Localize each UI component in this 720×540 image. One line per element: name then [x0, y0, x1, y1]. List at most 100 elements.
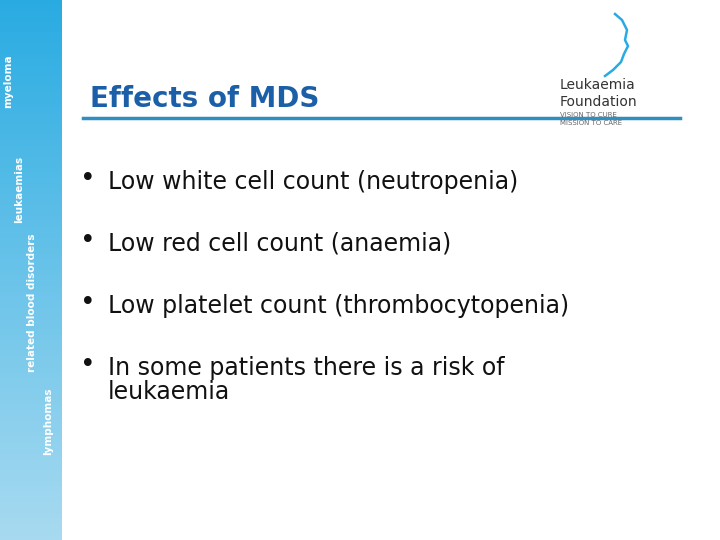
Bar — [0, 410, 62, 416]
Text: VISION TO CURE
MISSION TO CARE: VISION TO CURE MISSION TO CARE — [560, 112, 622, 126]
Bar — [0, 373, 62, 378]
Bar — [0, 529, 62, 535]
Bar — [0, 227, 62, 232]
Bar — [0, 54, 62, 59]
Bar — [0, 518, 62, 524]
Bar — [0, 535, 62, 540]
Bar — [0, 200, 62, 205]
Bar — [0, 265, 62, 270]
Text: •: • — [80, 353, 96, 379]
Bar — [0, 16, 62, 22]
Bar — [0, 43, 62, 49]
Bar — [0, 340, 62, 346]
Bar — [0, 394, 62, 400]
Bar — [0, 481, 62, 486]
Bar — [0, 167, 62, 173]
Bar — [0, 243, 62, 248]
Bar — [0, 346, 62, 351]
Bar — [0, 416, 62, 421]
Text: Low red cell count (anaemia): Low red cell count (anaemia) — [108, 232, 451, 256]
Bar — [0, 140, 62, 146]
Bar — [0, 486, 62, 491]
Bar — [0, 184, 62, 189]
Bar — [0, 38, 62, 43]
Text: lymphomas: lymphomas — [43, 388, 53, 455]
Bar — [0, 421, 62, 427]
Bar — [0, 135, 62, 140]
Bar — [0, 513, 62, 518]
Text: related blood disorders: related blood disorders — [27, 233, 37, 372]
Bar — [0, 491, 62, 497]
Bar — [0, 308, 62, 313]
Bar — [0, 367, 62, 373]
Bar — [0, 232, 62, 238]
Bar — [0, 86, 62, 92]
Bar — [0, 173, 62, 178]
Bar — [0, 502, 62, 508]
Text: •: • — [80, 228, 96, 254]
Bar — [0, 0, 62, 5]
Text: leukaemia: leukaemia — [108, 380, 230, 404]
Text: •: • — [80, 291, 96, 316]
Bar — [0, 259, 62, 265]
Bar — [0, 124, 62, 130]
Bar — [0, 329, 62, 335]
Text: Low platelet count (thrombocytopenia): Low platelet count (thrombocytopenia) — [108, 294, 569, 318]
Bar — [0, 378, 62, 383]
Bar — [0, 130, 62, 135]
Bar — [0, 270, 62, 275]
Bar — [0, 146, 62, 151]
Text: Effects of MDS: Effects of MDS — [90, 85, 320, 113]
Bar — [0, 211, 62, 216]
Bar — [0, 205, 62, 211]
Bar — [0, 475, 62, 481]
Bar — [0, 151, 62, 157]
Bar — [0, 221, 62, 227]
Bar — [0, 113, 62, 119]
Text: myeloma: myeloma — [3, 54, 13, 108]
Bar — [0, 108, 62, 113]
Bar — [0, 437, 62, 443]
Text: Low white cell count (neutropenia): Low white cell count (neutropenia) — [108, 170, 518, 194]
Text: leukaemias: leukaemias — [14, 156, 24, 222]
Bar — [0, 464, 62, 470]
Bar — [0, 70, 62, 76]
Bar — [0, 49, 62, 54]
Bar — [0, 194, 62, 200]
Bar — [0, 81, 62, 86]
Bar — [0, 157, 62, 162]
Bar — [0, 454, 62, 459]
Bar — [0, 351, 62, 356]
Bar — [0, 362, 62, 367]
Bar — [0, 427, 62, 432]
Text: Leukaemia
Foundation: Leukaemia Foundation — [560, 78, 638, 109]
Bar — [0, 275, 62, 281]
Bar — [0, 292, 62, 297]
Bar — [0, 470, 62, 475]
Bar — [0, 11, 62, 16]
Bar — [0, 324, 62, 329]
Bar — [0, 281, 62, 286]
Bar — [0, 443, 62, 448]
Bar — [0, 76, 62, 81]
Bar — [0, 97, 62, 103]
Text: In some patients there is a risk of: In some patients there is a risk of — [108, 356, 505, 380]
Bar — [0, 27, 62, 32]
Text: •: • — [80, 166, 96, 192]
Bar — [0, 356, 62, 362]
Bar — [0, 119, 62, 124]
Bar — [0, 383, 62, 389]
Bar — [0, 32, 62, 38]
Bar — [0, 400, 62, 405]
Bar — [0, 302, 62, 308]
Bar — [0, 389, 62, 394]
Bar — [0, 5, 62, 11]
Bar — [0, 103, 62, 108]
Bar — [0, 189, 62, 194]
Bar — [0, 92, 62, 97]
Bar — [0, 335, 62, 340]
Bar — [0, 448, 62, 454]
Bar — [0, 313, 62, 319]
Bar — [0, 497, 62, 502]
Bar — [0, 178, 62, 184]
